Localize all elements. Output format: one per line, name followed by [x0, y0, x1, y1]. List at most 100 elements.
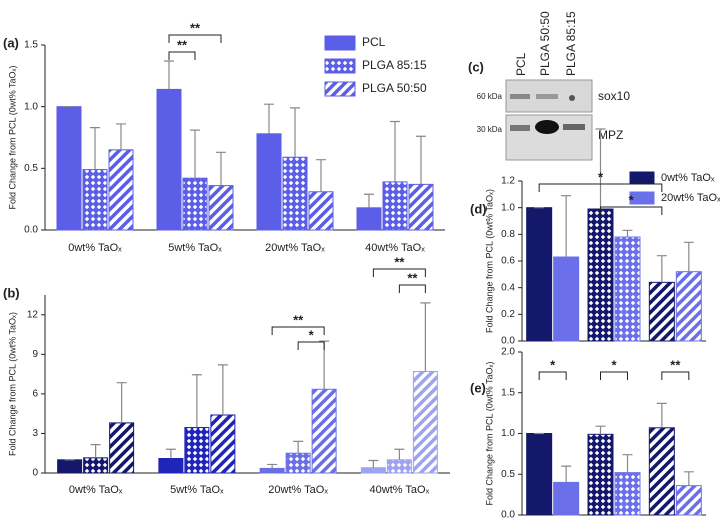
- legend-label: PLGA 85:15: [362, 58, 427, 72]
- error-bar: [416, 135, 426, 185]
- x-tick-label: 20wt% TaOₓ: [268, 484, 328, 496]
- protein-label: MPZ: [598, 128, 623, 142]
- bar: [648, 427, 675, 516]
- band: [510, 94, 530, 99]
- chart: (b) Fold Change from PCL (0wt% TaOₓ) 0 3 6 9 1…: [3, 254, 450, 496]
- x-tick-label: 5wt% TaOₓ: [170, 484, 224, 496]
- bar: [109, 422, 135, 474]
- bar: [256, 133, 282, 231]
- significance-bracket: [372, 268, 426, 277]
- significance-bracket: [168, 51, 196, 60]
- chart: (e)Fold Change from PCL (0wt% TaOₓ) 0.0 0.…: [470, 347, 706, 521]
- error-bar: [683, 241, 694, 272]
- error-bar: [595, 425, 606, 435]
- error-bar: [190, 129, 200, 179]
- significance-bracket: [168, 34, 222, 43]
- protein-label: sox10: [598, 89, 630, 103]
- panel-label: (d): [470, 201, 487, 216]
- x-tick-label: 40wt% TaOₓ: [365, 242, 425, 254]
- significance-label: *: [611, 357, 617, 372]
- y-tick-label: 3: [32, 428, 38, 439]
- marker-label: 60 kDa: [477, 92, 503, 101]
- y-tick-label: 0: [32, 468, 38, 479]
- y-tick-label: 1.0: [24, 101, 38, 112]
- y-tick-label: 0.6: [501, 256, 515, 267]
- significance-label: *: [629, 192, 635, 207]
- bar: [158, 457, 184, 474]
- bar: [386, 459, 412, 474]
- y-tick-label: 0.4: [501, 282, 515, 293]
- bar: [311, 388, 337, 474]
- significance-label: **: [407, 270, 418, 285]
- lane-label: PCL: [514, 52, 528, 76]
- lane-label: PLGA 85:15: [564, 11, 578, 76]
- error-bar: [364, 193, 374, 208]
- y-tick-label: 6: [32, 389, 38, 400]
- error-bar: [561, 195, 572, 257]
- error-bar: [656, 402, 667, 428]
- bar: [360, 467, 386, 474]
- y-tick-label: 0.2: [501, 309, 515, 320]
- x-tick-label: 0wt% TaOₓ: [69, 484, 123, 496]
- y-axis-label: Fold Change from PCL (0wt% TaOₓ): [7, 65, 17, 209]
- bar: [156, 88, 182, 231]
- error-bar: [264, 103, 274, 134]
- error-bar: [116, 382, 127, 423]
- legend-swatch: [324, 35, 356, 51]
- error-bar: [595, 128, 606, 209]
- bar: [83, 457, 109, 474]
- band: [535, 120, 559, 134]
- bar: [356, 207, 382, 231]
- y-tick-label: 1.0: [501, 428, 515, 439]
- panel-label: (c): [468, 59, 484, 74]
- bar: [648, 281, 675, 342]
- y-tick-label: 1.0: [501, 202, 515, 213]
- error-bar: [368, 459, 379, 468]
- error-bar: [216, 151, 226, 186]
- x-tick-label: 20wt% TaOₓ: [265, 242, 325, 254]
- error-bar: [656, 255, 667, 283]
- y-tick-label: 2.0: [501, 347, 515, 358]
- y-axis-label: Fold Change from PCL (0wt% TaOₓ): [7, 312, 17, 456]
- error-bar: [420, 302, 431, 372]
- panel-label: (a): [3, 35, 19, 50]
- legend-swatch: [629, 171, 655, 185]
- bar: [614, 472, 641, 516]
- bar: [56, 106, 82, 231]
- significance-label: **: [177, 37, 188, 52]
- significance-label: **: [190, 20, 201, 35]
- lane-label: PLGA 50:50: [538, 11, 552, 76]
- legend-label: PLGA 50:50: [362, 81, 427, 95]
- error-bar: [165, 448, 176, 459]
- bar: [553, 256, 580, 342]
- marker-label: 30 kDa: [477, 125, 503, 134]
- y-axis-label: Fold Change from PCL (0wt% TaOₓ): [484, 361, 494, 505]
- y-tick-label: 0.5: [24, 163, 38, 174]
- error-bar: [90, 127, 100, 170]
- error-bar: [116, 123, 126, 150]
- x-tick-label: 0wt% TaOₓ: [68, 242, 122, 254]
- band: [536, 94, 558, 99]
- bar: [259, 467, 285, 474]
- significance-bracket: [600, 371, 628, 380]
- error-bar: [267, 463, 278, 469]
- panel-label: (b): [3, 285, 20, 300]
- chart: (a) Fold Change from PCL (0wt% TaOₓ) 0.0 0.…: [3, 20, 445, 254]
- legend-label: 20wt% TaOₓ: [661, 192, 720, 204]
- legend-swatch: [324, 81, 356, 97]
- bar: [108, 149, 134, 231]
- legend-swatch: [324, 58, 356, 74]
- bar: [308, 191, 334, 231]
- error-bar: [390, 120, 400, 182]
- y-tick-label: 0.0: [501, 510, 515, 521]
- error-bar: [394, 448, 405, 460]
- y-tick-label: 0.0: [24, 225, 38, 236]
- error-bar: [316, 159, 326, 192]
- significance-label: *: [598, 169, 604, 184]
- bar: [210, 414, 236, 474]
- error-bar: [683, 471, 694, 486]
- bar: [553, 481, 580, 516]
- y-tick-label: 12: [27, 309, 39, 320]
- bar: [412, 370, 438, 474]
